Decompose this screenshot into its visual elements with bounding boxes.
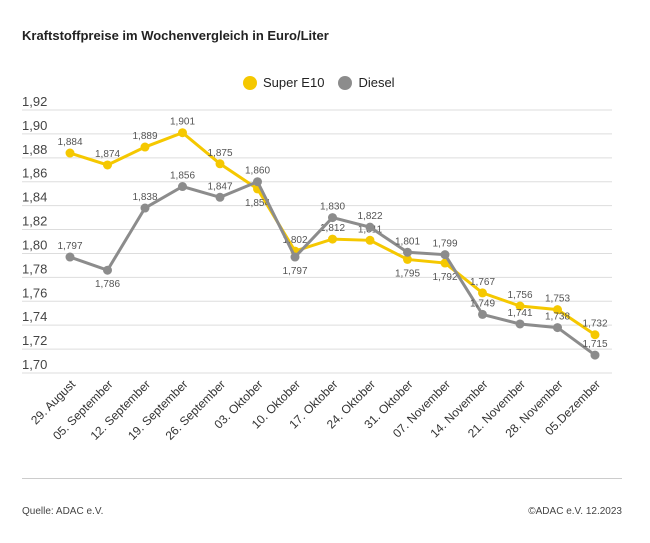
source-note: Quelle: ADAC e.V. bbox=[22, 506, 104, 517]
data-label: 1,795 bbox=[395, 268, 420, 279]
data-label: 1,741 bbox=[507, 308, 532, 319]
y-tick-label: 1,92 bbox=[22, 94, 47, 109]
data-point bbox=[140, 142, 150, 152]
data-label: 1,732 bbox=[582, 319, 607, 330]
data-label: 1,802 bbox=[282, 235, 307, 246]
data-label: 1,797 bbox=[57, 241, 82, 252]
y-tick-label: 1,78 bbox=[22, 261, 47, 276]
data-label: 1,715 bbox=[582, 339, 607, 350]
data-point bbox=[553, 323, 562, 333]
y-tick-label: 1,70 bbox=[22, 357, 47, 372]
copyright-note: ©ADAC e.V. 12.2023 bbox=[528, 506, 622, 517]
legend-label: Super E10 bbox=[263, 75, 325, 90]
data-point bbox=[553, 305, 562, 315]
y-tick-label: 1,76 bbox=[22, 285, 47, 300]
data-point bbox=[365, 235, 375, 245]
data-label: 1,889 bbox=[132, 131, 157, 142]
data-point bbox=[65, 252, 75, 262]
data-point bbox=[65, 148, 75, 158]
data-label: 1,822 bbox=[357, 211, 382, 222]
data-label: 1,838 bbox=[132, 192, 157, 203]
legend-item-diesel: Diesel bbox=[338, 75, 395, 90]
legend-label: Diesel bbox=[358, 75, 395, 90]
data-point bbox=[178, 182, 187, 192]
data-point bbox=[590, 350, 600, 360]
data-label: 1,767 bbox=[470, 277, 495, 288]
footer-divider bbox=[22, 478, 622, 479]
data-label: 1,738 bbox=[545, 312, 570, 323]
data-label: 1,901 bbox=[170, 117, 195, 128]
data-point bbox=[103, 265, 112, 275]
legend-dot-icon bbox=[243, 75, 257, 90]
y-tick-label: 1,72 bbox=[22, 333, 47, 348]
data-point bbox=[215, 159, 225, 169]
legend: Super E10 Diesel bbox=[243, 75, 409, 90]
data-label: 1,830 bbox=[320, 202, 345, 213]
data-point bbox=[478, 288, 487, 298]
data-point bbox=[290, 252, 300, 262]
data-label: 1,860 bbox=[245, 166, 270, 177]
data-point bbox=[328, 213, 337, 223]
data-point bbox=[440, 250, 450, 260]
data-point bbox=[590, 330, 600, 340]
data-point bbox=[178, 128, 187, 138]
data-label: 1,875 bbox=[207, 148, 232, 159]
y-tick-label: 1,86 bbox=[22, 166, 47, 181]
y-tick-label: 1,90 bbox=[22, 118, 47, 133]
data-label: 1,856 bbox=[170, 171, 195, 182]
data-label: 1,812 bbox=[320, 223, 345, 234]
data-label: 1,797 bbox=[282, 266, 307, 277]
data-point bbox=[478, 309, 487, 319]
data-point bbox=[515, 319, 525, 329]
data-label: 1,786 bbox=[95, 279, 120, 290]
data-label: 1,792 bbox=[432, 272, 457, 283]
data-point bbox=[140, 203, 150, 213]
data-label: 1,799 bbox=[432, 239, 457, 250]
data-point bbox=[403, 254, 412, 264]
data-point bbox=[103, 160, 112, 170]
data-label: 1,884 bbox=[57, 137, 82, 148]
y-tick-label: 1,88 bbox=[22, 142, 47, 157]
y-tick-label: 1,82 bbox=[22, 214, 47, 229]
data-label: 1,854 bbox=[245, 198, 270, 209]
data-label: 1,753 bbox=[545, 294, 570, 305]
y-tick-label: 1,84 bbox=[22, 190, 47, 205]
data-point bbox=[403, 247, 412, 257]
data-label: 1,756 bbox=[507, 290, 532, 301]
chart-title: Kraftstoffpreise im Wochenvergleich in E… bbox=[22, 28, 329, 43]
data-point bbox=[365, 222, 375, 232]
data-label: 1,749 bbox=[470, 298, 495, 309]
legend-dot-icon bbox=[338, 75, 353, 90]
data-label: 1,847 bbox=[207, 181, 232, 192]
data-point bbox=[215, 192, 225, 202]
data-label: 1,801 bbox=[395, 236, 420, 247]
data-point bbox=[253, 177, 262, 187]
y-tick-label: 1,80 bbox=[22, 237, 47, 252]
data-point bbox=[328, 234, 337, 244]
data-label: 1,874 bbox=[95, 149, 120, 160]
y-tick-label: 1,74 bbox=[22, 309, 47, 324]
legend-item-super-e10: Super E10 bbox=[243, 75, 324, 90]
data-point bbox=[515, 301, 525, 311]
